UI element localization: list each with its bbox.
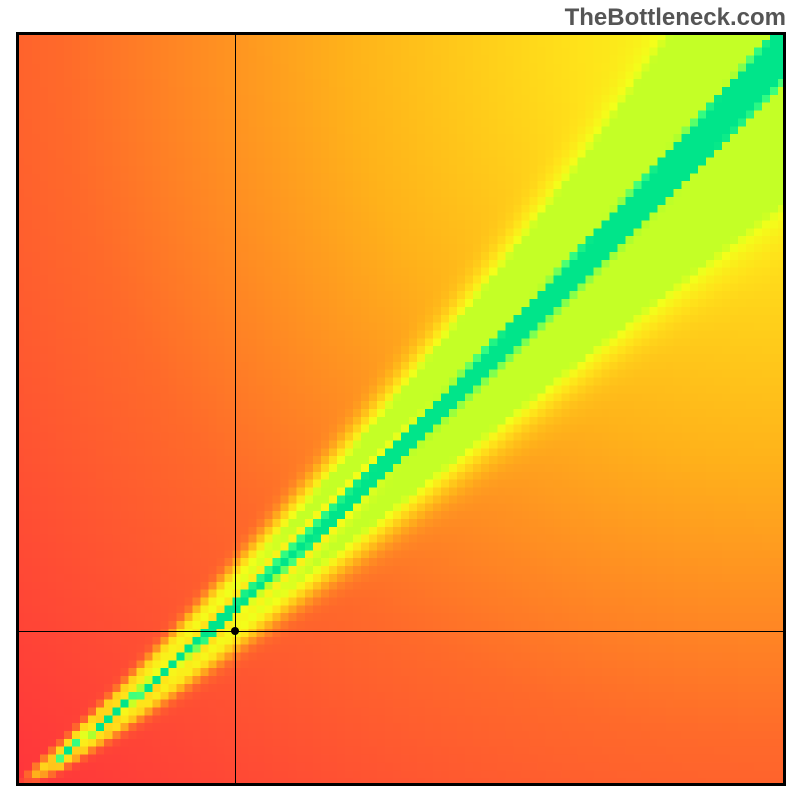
- crosshair-horizontal: [16, 631, 786, 632]
- heatmap-canvas: [16, 32, 786, 786]
- watermark-text: TheBottleneck.com: [565, 4, 786, 32]
- chart-container: TheBottleneck.com: [0, 0, 800, 800]
- crosshair-vertical: [235, 32, 236, 786]
- crosshair-marker: [231, 627, 239, 635]
